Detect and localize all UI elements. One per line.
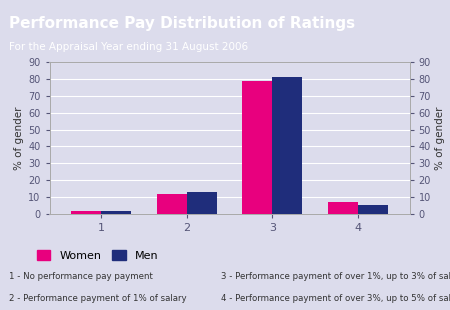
Bar [101, 210, 131, 214]
Y-axis label: % of gender: % of gender [435, 106, 445, 170]
Bar [157, 194, 187, 214]
Text: 3 - Performance payment of over 1%, up to 3% of salary: 3 - Performance payment of over 1%, up t… [220, 272, 450, 281]
Bar [328, 202, 358, 214]
Text: 4 - Performance payment of over 3%, up to 5% of salary: 4 - Performance payment of over 3%, up t… [220, 294, 450, 303]
Bar [187, 192, 216, 214]
Bar [272, 77, 302, 214]
Text: Performance Pay Distribution of Ratings: Performance Pay Distribution of Ratings [9, 16, 355, 32]
Legend: Women, Men: Women, Men [37, 250, 158, 261]
Bar [358, 206, 388, 214]
Text: 1 - No performance pay payment: 1 - No performance pay payment [9, 272, 153, 281]
Bar [243, 81, 272, 214]
Text: For the Appraisal Year ending 31 August 2006: For the Appraisal Year ending 31 August … [9, 42, 248, 52]
Bar [71, 210, 101, 214]
Y-axis label: % of gender: % of gender [14, 106, 24, 170]
Text: 2 - Performance payment of 1% of salary: 2 - Performance payment of 1% of salary [9, 294, 187, 303]
